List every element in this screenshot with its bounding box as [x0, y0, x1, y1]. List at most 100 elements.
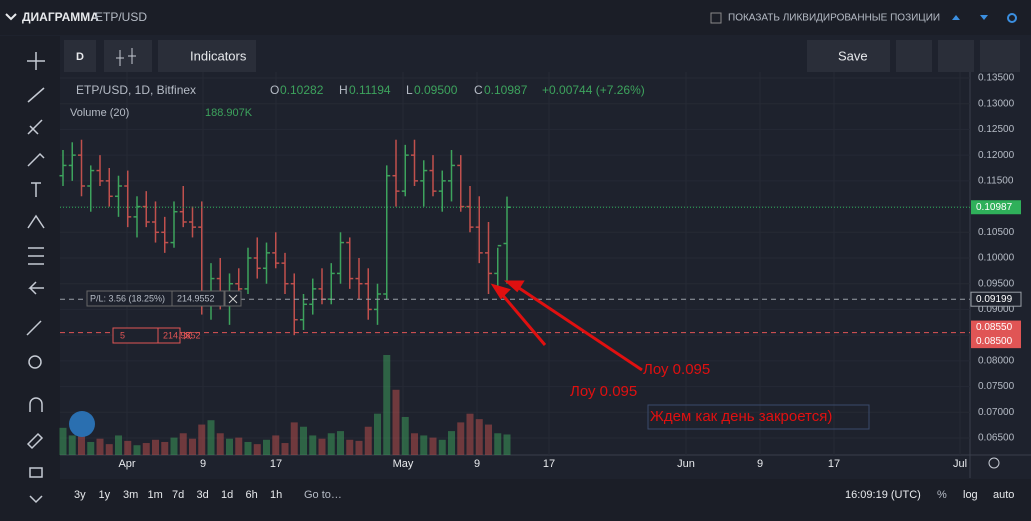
- x-tick-label: Jun: [677, 458, 695, 470]
- range-button[interactable]: 7d: [172, 489, 184, 501]
- order-amount-box: [157, 327, 181, 344]
- volume-bar: [438, 439, 446, 455]
- range-button[interactable]: 1d: [221, 489, 233, 501]
- y-tick-label: 0.13500: [978, 73, 1015, 84]
- x-tick-label: Jul: [953, 458, 967, 470]
- volume-value: 188.907K: [205, 107, 253, 119]
- range-button[interactable]: 1y: [99, 489, 111, 501]
- chart-type-icon: [116, 48, 136, 66]
- price-tag-label: 0.09199: [976, 294, 1013, 305]
- interval-button[interactable]: [64, 40, 96, 72]
- volume-bar: [355, 440, 363, 455]
- price-tag: [970, 291, 1022, 307]
- volume-bar: [226, 438, 233, 455]
- volume-bar: [346, 439, 354, 455]
- goto[interactable]: Go to…: [304, 489, 342, 501]
- y-tick-label: 0.12000: [978, 150, 1015, 161]
- left-toolbar: [0, 36, 60, 521]
- volume-bar: [244, 441, 252, 455]
- indicators-button[interactable]: [158, 40, 256, 72]
- volume-bar: [457, 422, 465, 455]
- pl-amount-box: [171, 290, 225, 307]
- y-tick-label: 0.08000: [978, 355, 1015, 366]
- volume-bar: [198, 424, 206, 455]
- percent[interactable]: %: [937, 489, 947, 501]
- x-tick-label: 9: [757, 458, 763, 470]
- settings-button[interactable]: [896, 40, 932, 72]
- volume-bar: [337, 431, 344, 455]
- volume-bar: [290, 422, 298, 455]
- y-tick-label: 0.07000: [978, 407, 1015, 418]
- checkbox-label: ПОКАЗАТЬ ЛИКВИДИРОВАННЫЕ ПОЗИЦИИ: [728, 13, 940, 24]
- range-button[interactable]: 1h: [270, 489, 282, 501]
- x-tick-label: 9: [474, 458, 480, 470]
- clock: 16:09:19 (UTC): [845, 489, 921, 501]
- l-label: L: [406, 83, 413, 97]
- o-value: 0.10282: [280, 83, 324, 97]
- price-tag: [971, 200, 1021, 215]
- volume-bar: [475, 419, 483, 455]
- volume-bar: [309, 435, 317, 455]
- y-tick-label: 0.06500: [978, 433, 1015, 444]
- y-tick-label: 0.10500: [978, 227, 1015, 238]
- order-qty: 5: [120, 330, 125, 340]
- range-button[interactable]: 6h: [246, 489, 258, 501]
- volume-bar: [263, 439, 270, 455]
- volume-bar: [448, 431, 455, 455]
- volume-bar: [96, 438, 104, 455]
- volume-bar: [503, 434, 511, 455]
- volume-bar: [78, 433, 85, 455]
- volume-bar: [429, 437, 437, 455]
- change: +0.00744 (+7.26%): [542, 83, 645, 97]
- bottom-bar: [60, 479, 1031, 521]
- range-button[interactable]: 3m: [123, 489, 138, 501]
- annotation-box: [647, 404, 870, 430]
- price-tag: [971, 320, 1021, 335]
- drawing-tools[interactable]: [26, 52, 45, 504]
- annotation: Лоу 0.095: [570, 383, 637, 400]
- top-bar: [0, 0, 1031, 35]
- y-tick-label: 0.13000: [978, 98, 1015, 109]
- volume-bar: [281, 443, 289, 455]
- fullscreen-button[interactable]: [938, 40, 974, 72]
- order-close[interactable]: [183, 331, 192, 340]
- auto[interactable]: auto: [993, 489, 1014, 501]
- collapse-icon[interactable]: [5, 13, 17, 21]
- volume-bar: [494, 433, 502, 455]
- volume-bar: [179, 433, 187, 455]
- checkbox[interactable]: [710, 12, 722, 24]
- c-label: C: [474, 83, 483, 97]
- volume-bar: [207, 420, 215, 455]
- sort-icons[interactable]: [952, 15, 988, 20]
- x-tick-label: 17: [828, 458, 840, 470]
- volume-bar: [189, 438, 196, 455]
- price-tag: [971, 334, 1021, 349]
- price-tag-label: 0.10987: [976, 202, 1013, 213]
- volume-bar: [364, 426, 372, 455]
- y-tick-label: 0.10000: [978, 253, 1015, 264]
- volume-bar: [124, 440, 132, 455]
- range-button[interactable]: 1m: [148, 489, 163, 501]
- save-button[interactable]: [807, 40, 890, 72]
- volume-bar: [401, 416, 409, 455]
- volume-bar: [115, 435, 122, 455]
- volume-bar: [105, 444, 113, 455]
- symbol: ETP/USD: [95, 10, 147, 24]
- range-button[interactable]: 3d: [197, 489, 209, 501]
- arrows: [490, 280, 643, 372]
- h-label: H: [339, 83, 348, 97]
- refresh-icon[interactable]: [1007, 13, 1017, 23]
- volume-label: Volume (20): [70, 107, 129, 119]
- range-button[interactable]: 3y: [74, 489, 86, 501]
- screenshot-button[interactable]: [980, 40, 1020, 72]
- log[interactable]: log: [963, 489, 978, 501]
- volume-bar: [318, 438, 326, 455]
- volume-bar: [142, 443, 150, 455]
- logo: [69, 411, 95, 437]
- volume-bar: [327, 433, 335, 455]
- y-tick-label: 0.09000: [978, 304, 1015, 315]
- axis-settings[interactable]: [988, 457, 1000, 469]
- h-value: 0.11194: [349, 83, 391, 97]
